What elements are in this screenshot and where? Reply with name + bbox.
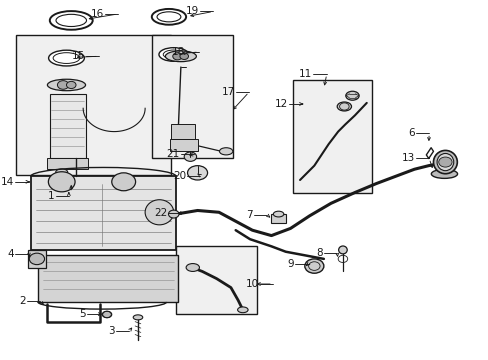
Ellipse shape [133,315,142,320]
Circle shape [29,253,44,265]
Text: 17: 17 [221,87,234,97]
Bar [292,80,371,193]
Ellipse shape [168,210,179,218]
Text: 8: 8 [316,248,322,258]
Text: 18: 18 [171,47,184,57]
Text: 14: 14 [1,177,15,187]
Ellipse shape [48,50,84,66]
Ellipse shape [436,153,453,171]
Bar [169,139,197,151]
Ellipse shape [338,246,346,254]
Bar [171,125,195,139]
Text: 3: 3 [108,326,114,336]
Ellipse shape [337,102,351,111]
Circle shape [48,172,75,192]
Circle shape [172,53,182,60]
Bar [176,246,257,315]
Ellipse shape [187,166,207,180]
Ellipse shape [145,200,173,225]
Text: 6: 6 [407,129,414,138]
Bar [47,158,88,169]
Bar [31,176,176,250]
Text: 21: 21 [166,149,180,159]
Ellipse shape [430,170,457,179]
Circle shape [57,81,69,89]
Circle shape [438,157,451,167]
Bar [17,35,171,175]
Text: 2: 2 [20,296,26,306]
Ellipse shape [47,79,85,91]
Text: 22: 22 [154,208,167,218]
Text: 11: 11 [299,69,312,79]
Text: 4: 4 [8,248,15,258]
Text: 10: 10 [245,279,258,289]
Text: 5: 5 [79,309,86,319]
Text: 9: 9 [287,258,294,269]
Text: 16: 16 [90,9,103,19]
Bar [28,250,46,268]
Text: 19: 19 [185,6,199,17]
Text: 12: 12 [274,99,287,109]
Bar [38,255,178,302]
Circle shape [304,259,323,273]
Ellipse shape [237,307,247,313]
Circle shape [184,152,196,161]
Text: 13: 13 [401,153,414,163]
Circle shape [66,81,76,89]
Ellipse shape [273,211,283,217]
Text: 20: 20 [173,171,186,181]
Text: 1: 1 [48,191,55,201]
Bar [152,35,233,158]
Ellipse shape [219,148,232,155]
Ellipse shape [165,51,196,62]
Ellipse shape [151,9,186,25]
Ellipse shape [432,150,456,174]
Text: 15: 15 [71,51,84,61]
Text: 7: 7 [246,210,252,220]
Ellipse shape [159,48,188,61]
Ellipse shape [345,91,358,100]
Ellipse shape [102,311,112,318]
Ellipse shape [56,169,67,175]
Ellipse shape [186,264,199,271]
Circle shape [180,53,188,59]
Ellipse shape [50,11,93,30]
Bar [271,214,285,223]
Circle shape [112,173,135,191]
Bar [50,94,85,158]
